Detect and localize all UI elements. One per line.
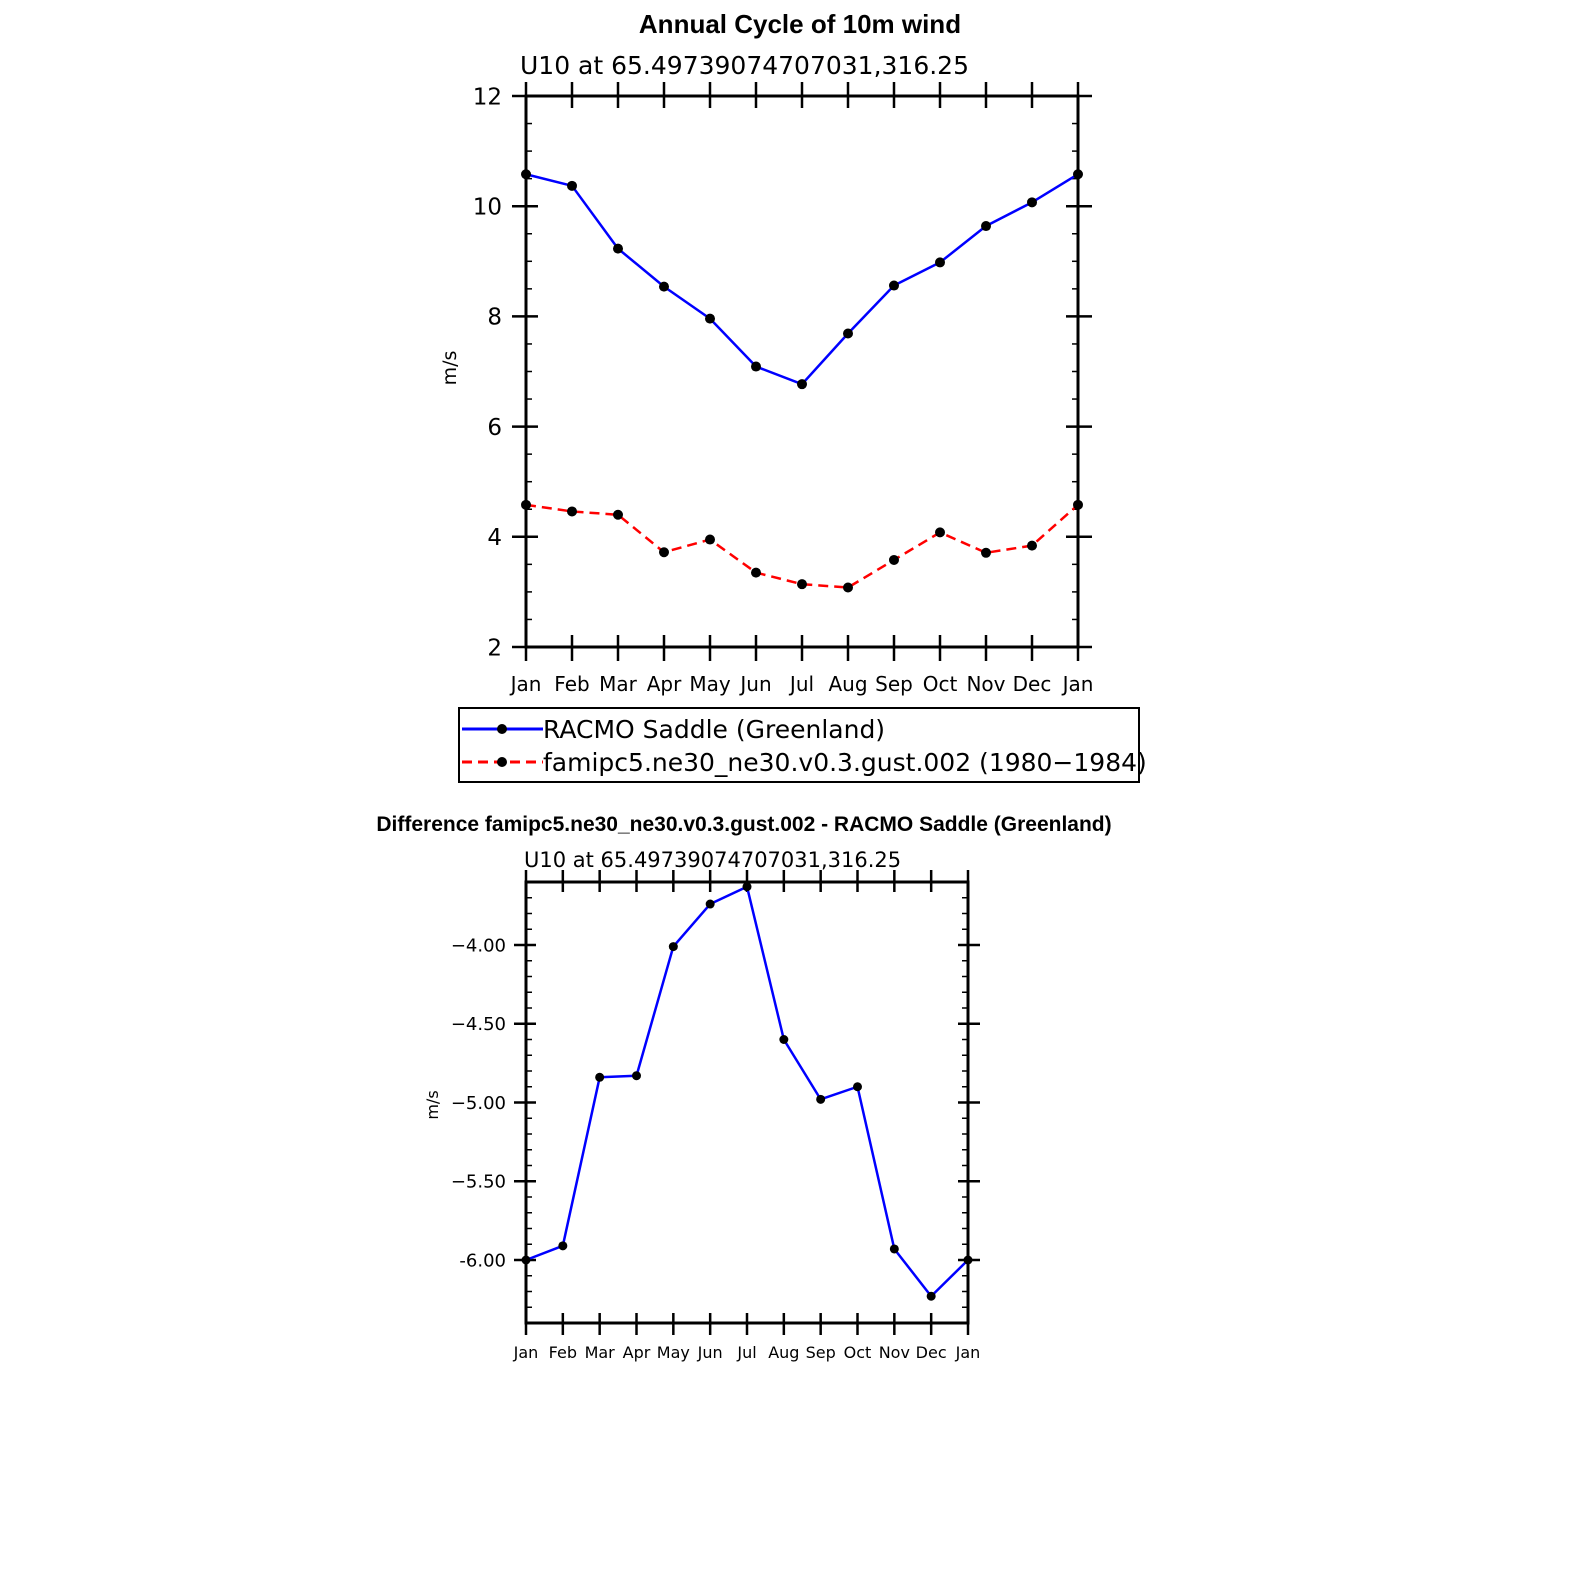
data-point	[1027, 197, 1037, 208]
x-tick-label: Nov	[879, 1343, 910, 1362]
data-point	[705, 899, 715, 909]
x-tick-label: Mar	[599, 672, 638, 696]
x-tick-label: Dec	[916, 1343, 947, 1362]
data-point	[742, 882, 752, 892]
x-tick-label: Mar	[585, 1343, 616, 1362]
x-tick-label: May	[689, 672, 731, 696]
x-tick-label: May	[657, 1343, 690, 1362]
chart1-series	[521, 169, 1083, 593]
data-point	[935, 527, 945, 538]
y-tick-label: −5.50	[451, 1172, 506, 1193]
y-tick-label: 12	[473, 84, 502, 110]
data-point	[521, 499, 531, 510]
annual-cycle-chart: Annual Cycle of 10m wind U10 at 65.49739…	[439, 9, 1147, 783]
chart2-ylabel: m/s	[423, 1090, 442, 1119]
data-point	[751, 567, 761, 578]
x-tick-label: Jul	[736, 1343, 756, 1362]
y-tick-label: 2	[487, 635, 502, 661]
x-tick-label: Feb	[549, 1343, 577, 1362]
data-point	[926, 1291, 936, 1301]
x-tick-label: Apr	[647, 672, 682, 696]
x-tick-label: Jan	[513, 1343, 539, 1362]
data-point	[613, 509, 623, 520]
data-point	[797, 379, 807, 390]
x-tick-label: Dec	[1013, 672, 1052, 696]
data-point	[751, 361, 761, 372]
chart1-title: Annual Cycle of 10m wind	[639, 9, 961, 39]
difference-chart: Difference famipc5.ne30_ne30.v0.3.gust.0…	[376, 813, 1111, 1362]
data-point	[668, 942, 678, 952]
x-tick-label: Feb	[554, 672, 589, 696]
data-point	[613, 243, 623, 254]
x-tick-label: Apr	[623, 1343, 651, 1362]
x-tick-label: Aug	[828, 672, 867, 696]
x-tick-label: Jan	[509, 672, 542, 696]
y-tick-label: 8	[487, 305, 502, 331]
legend-item-model: famipc5.ne30_ne30.v0.3.gust.002 (1980−19…	[462, 748, 1147, 777]
x-tick-label: Oct	[923, 672, 958, 696]
data-point	[567, 506, 577, 517]
chart2-subtitle: U10 at 65.49739074707031,316.25	[524, 848, 901, 872]
data-point	[659, 547, 669, 558]
data-point	[521, 1255, 531, 1265]
data-point	[659, 281, 669, 292]
chart2-series	[521, 882, 973, 1301]
chart1-subtitle: U10 at 65.49739074707031,316.25	[520, 51, 969, 80]
data-point	[705, 313, 715, 324]
data-point	[1073, 499, 1083, 510]
data-point	[935, 257, 945, 268]
legend-item-racmo: RACMO Saddle (Greenland)	[462, 715, 885, 744]
x-tick-label: Aug	[768, 1343, 799, 1362]
data-point	[889, 280, 899, 291]
data-point	[632, 1071, 641, 1081]
data-point	[889, 554, 899, 565]
data-point	[981, 547, 991, 558]
legend-marker-racmo	[497, 724, 507, 734]
data-point	[843, 328, 853, 339]
data-point	[1073, 169, 1083, 180]
legend-label-model: famipc5.ne30_ne30.v0.3.gust.002 (1980−19…	[543, 748, 1147, 777]
y-tick-label: 4	[487, 525, 502, 551]
x-tick-label: Nov	[966, 672, 1005, 696]
data-point	[797, 579, 807, 590]
data-point	[963, 1255, 973, 1265]
data-point	[816, 1094, 826, 1104]
y-tick-label: −4.00	[451, 935, 506, 956]
data-point	[853, 1082, 862, 1092]
data-point	[779, 1035, 789, 1044]
y-tick-label: 6	[487, 415, 502, 441]
x-tick-label: Jan	[955, 1343, 981, 1362]
x-tick-label: Jun	[697, 1343, 723, 1362]
x-tick-label: Jun	[738, 672, 771, 696]
x-tick-label: Sep	[806, 1343, 836, 1362]
data-point	[843, 582, 853, 593]
data-point	[558, 1241, 568, 1251]
y-tick-label: 10	[473, 194, 502, 220]
chart2-title: Difference famipc5.ne30_ne30.v0.3.gust.0…	[376, 813, 1111, 836]
chart2-axes: Jan Feb Mar Apr May Jun Jul Aug Sep Oct Nov Dec Jan -…	[451, 870, 981, 1362]
legend-marker-model	[497, 757, 507, 767]
y-tick-label: -6.00	[459, 1250, 506, 1271]
chart1-axes: Jan Feb Mar Apr May Jun Jul Aug Sep Oct Nov Dec Jan 2…	[473, 82, 1094, 696]
x-tick-label: Jan	[1061, 672, 1094, 696]
data-point	[981, 221, 991, 232]
data-point	[567, 180, 577, 191]
data-point	[595, 1072, 605, 1082]
data-point	[889, 1244, 899, 1254]
legend-label-racmo: RACMO Saddle (Greenland)	[543, 715, 885, 744]
chart1-ylabel: m/s	[439, 351, 461, 386]
data-point	[521, 169, 531, 180]
chart1-legend: RACMO Saddle (Greenland) famipc5.ne30_ne…	[458, 707, 1147, 783]
data-point	[1027, 540, 1037, 551]
x-tick-label: Jul	[788, 672, 814, 696]
legend-box	[458, 707, 1140, 783]
y-tick-label: −5.00	[451, 1093, 506, 1114]
y-tick-label: −4.50	[451, 1014, 506, 1035]
data-point	[705, 534, 715, 545]
x-tick-label: Sep	[875, 672, 913, 696]
x-tick-label: Oct	[844, 1343, 872, 1362]
